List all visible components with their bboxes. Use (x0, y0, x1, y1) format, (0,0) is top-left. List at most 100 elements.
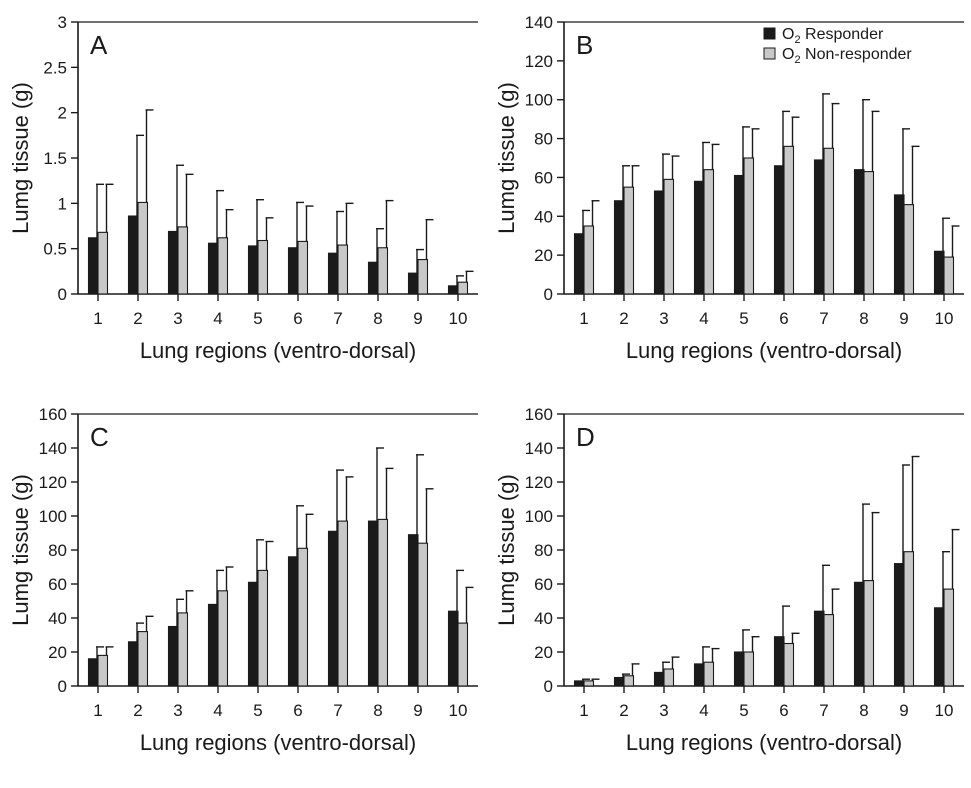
x-tick-label: 3 (173, 309, 182, 328)
bar-responder (87, 658, 99, 687)
bar-responder (893, 194, 905, 295)
chart-svg-a: 0 0.5 1 1.5 2 2.5 3 1 2 3 4 5 6 7 8 9 10 A Lung regions (v… (8, 13, 478, 363)
y-axis-title: Lumg tissue (g) (8, 82, 33, 234)
y-tick-label: 60 (534, 168, 553, 187)
x-tick-label: 7 (819, 309, 828, 328)
bar-responder (247, 245, 259, 295)
x-tick-label: 7 (819, 701, 828, 720)
bar-non-responder (623, 675, 635, 687)
y-tick-label: 100 (39, 507, 67, 526)
y-tick-label: 60 (48, 575, 67, 594)
bar-non-responder (217, 590, 229, 687)
bar-non-responder (663, 178, 675, 295)
y-tick-label: 80 (48, 541, 67, 560)
bar-responder (613, 200, 625, 295)
y-tick-label: 0 (58, 677, 67, 696)
x-tick-label: 9 (899, 309, 908, 328)
y-tick-label: 0 (544, 285, 553, 304)
bar-non-responder (783, 145, 795, 295)
chart-panel-d: 0 20 40 60 80 100 120 140 160 1 2 3 4 5 6 7 8 9 10 D Lung re… (486, 392, 971, 783)
bar-responder (933, 607, 945, 687)
bar-responder (207, 603, 219, 687)
bar-non-responder (337, 520, 349, 687)
bar-responder (207, 242, 219, 295)
bar-non-responder (703, 661, 715, 687)
x-tick-label: 8 (373, 309, 382, 328)
bar-non-responder (863, 171, 875, 295)
legend-swatch (763, 27, 776, 40)
bar-non-responder (257, 569, 269, 687)
x-tick-label: 9 (413, 701, 422, 720)
bar-responder (127, 641, 139, 687)
bar-non-responder (623, 186, 635, 295)
chart-panel-b: 0 20 40 60 80 100 120 140 1 2 3 4 5 6 7 8 9 10 B Lung regio… (486, 0, 971, 391)
y-tick-label: 100 (525, 507, 553, 526)
y-tick-label: 140 (525, 13, 553, 32)
y-tick-label: 140 (39, 439, 67, 458)
x-tick-label: 9 (413, 309, 422, 328)
y-axis-title: Lumg tissue (g) (8, 474, 33, 626)
bar-non-responder (863, 580, 875, 687)
y-tick-label: 40 (48, 609, 67, 628)
x-tick-label: 6 (779, 309, 788, 328)
y-tick-label: 140 (525, 439, 553, 458)
x-tick-label: 3 (659, 701, 668, 720)
x-tick-label: 5 (739, 309, 748, 328)
bar-responder (733, 174, 745, 295)
y-tick-label: 160 (525, 405, 553, 424)
bar-non-responder (903, 551, 915, 687)
y-tick-label: 0 (58, 285, 67, 304)
bar-responder (447, 285, 459, 295)
x-tick-label: 10 (935, 701, 954, 720)
y-tick-label: 80 (534, 130, 553, 149)
bar-responder (813, 610, 825, 687)
bar-responder (733, 651, 745, 687)
bar-responder (893, 563, 905, 687)
bar-non-responder (297, 240, 309, 295)
y-tick-label: 160 (39, 405, 67, 424)
y-tick-label: 120 (525, 52, 553, 71)
x-axis-title: Lung regions (ventro-dorsal) (140, 338, 416, 363)
x-tick-label: 3 (659, 309, 668, 328)
bar-non-responder (417, 258, 429, 295)
x-axis-title: Lung regions (ventro-dorsal) (626, 338, 902, 363)
chart-svg-b: 0 20 40 60 80 100 120 140 1 2 3 4 5 6 7 8 9 10 B Lung regio… (494, 13, 964, 363)
x-tick-label: 4 (699, 701, 708, 720)
bar-non-responder (377, 247, 389, 295)
bar-responder (327, 530, 339, 687)
bar-responder (287, 247, 299, 295)
bar-non-responder (217, 237, 229, 295)
y-axis-title: Lumg tissue (g) (494, 474, 519, 626)
bar-non-responder (663, 668, 675, 687)
bar-responder (367, 261, 379, 295)
bar-non-responder (337, 244, 349, 295)
bar-non-responder (177, 226, 189, 295)
y-tick-label: 40 (534, 609, 553, 628)
legend-label: O2 Non-responder (782, 46, 912, 66)
bar-non-responder (943, 256, 955, 295)
bar-responder (573, 680, 585, 687)
x-tick-label: 8 (373, 701, 382, 720)
y-tick-label: 3 (58, 13, 67, 32)
bar-non-responder (137, 631, 149, 687)
x-tick-label: 9 (899, 701, 908, 720)
x-tick-label: 6 (293, 309, 302, 328)
bar-responder (813, 159, 825, 295)
panel-letter: A (90, 30, 108, 60)
bar-responder (773, 636, 785, 687)
panel-letter: D (576, 422, 595, 452)
y-tick-label: 40 (534, 207, 553, 226)
bar-responder (693, 663, 705, 687)
x-tick-label: 10 (935, 309, 954, 328)
x-tick-label: 5 (253, 309, 262, 328)
bar-responder (247, 581, 259, 687)
panel-letter: C (90, 422, 109, 452)
y-tick-label: 0 (544, 677, 553, 696)
bar-responder (613, 676, 625, 687)
x-axis-title: Lung regions (ventro-dorsal) (140, 730, 416, 755)
x-tick-label: 10 (449, 701, 468, 720)
bar-responder (573, 233, 585, 295)
x-tick-label: 1 (579, 309, 588, 328)
x-tick-label: 6 (779, 701, 788, 720)
